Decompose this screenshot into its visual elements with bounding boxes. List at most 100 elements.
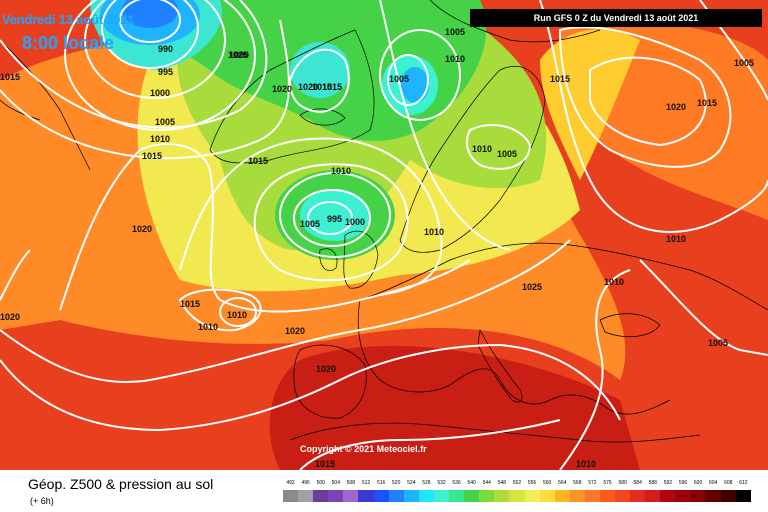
isobar-label: 1010 [227, 310, 247, 320]
isobar-label: 1010 [198, 322, 218, 332]
map-title: Géop. Z500 & pression au sol [28, 476, 214, 492]
color-scale-tick: 552 [512, 480, 522, 486]
isobar-1010-med [559, 269, 631, 470]
coast-north-america [0, 39, 91, 171]
isobar-label: 1010 [150, 134, 170, 144]
isobar-labels: 990 995 1000 1005 1010 1015 1020 1025 10… [0, 27, 754, 469]
isobar-label: 1000 [229, 50, 249, 60]
geopotential-map: 990 995 1000 1005 1010 1015 1020 1025 10… [0, 0, 768, 470]
field-deep-blue-low [122, 0, 178, 28]
isobar-low-azores-1010 [219, 297, 257, 327]
copyright-text: Copyright © 2021 Meteociel.fr [300, 444, 427, 454]
isobar-label: 1015 [315, 459, 335, 469]
isobar-label: 1005 [300, 219, 320, 229]
isobar-label: 1020 [285, 326, 305, 336]
color-scale-cell [298, 490, 314, 502]
color-scale-cell [690, 490, 706, 502]
isobar-label: 1015 [0, 72, 20, 82]
run-info-banner: Run GFS 0 Z du Vendredi 13 août 2021 [470, 9, 762, 27]
isobar-label: 1025 [228, 50, 248, 60]
color-scale-cell [554, 490, 570, 502]
coast-europe [357, 242, 768, 415]
color-scale-tick: 580 [618, 480, 627, 486]
isobar-scand-1010 [379, 29, 461, 121]
color-scale-cell [479, 490, 495, 502]
isobar-1020-atlantic [59, 143, 471, 313]
coast-arctic [429, 0, 601, 43]
isobar-1020-south [0, 343, 621, 432]
color-scale-cell [464, 490, 480, 502]
isobar-label: 1010 [331, 166, 351, 176]
isobar-east-1010 [539, 0, 768, 233]
color-scale-cell [313, 490, 329, 502]
isobar-label: 1005 [497, 149, 517, 159]
isobar-1015-central [179, 137, 443, 296]
isobar-label: 1015 [697, 98, 717, 108]
color-scale-tick: 540 [467, 480, 476, 486]
isobar-label: 1005 [734, 58, 754, 68]
isobar-scand-1015 [379, 0, 511, 251]
color-scale-cell [343, 490, 359, 502]
field-dark-red-south [269, 345, 640, 470]
isobar-west-1020 [0, 249, 31, 301]
isobar-label: 1025 [522, 282, 542, 292]
isobar-1015-south [299, 419, 561, 470]
isobar-label: 1015 [550, 74, 570, 84]
color-scale-tick: 512 [361, 480, 371, 486]
isobar-label: 1010 [576, 459, 596, 469]
color-scale-tick: 524 [407, 480, 416, 486]
color-scale-cell [373, 490, 389, 502]
color-scale-tick: 596 [678, 480, 688, 486]
forecast-date: Vendredi 13 août 2021 [2, 12, 135, 27]
isobar-label: 1020 [272, 84, 292, 94]
forecast-local-time: 8:00 locale [22, 33, 115, 53]
color-scale-tick: 612 [739, 480, 748, 486]
isobar-label: 1000 [150, 88, 170, 98]
color-scale-tick: 584 [633, 480, 642, 486]
isobar-low-north-995 [101, 0, 199, 69]
color-scale-ticks: 492 496 500 504 508 512 516 520 524 528 532 536 540 5… [283, 480, 751, 490]
color-scale-cell [449, 490, 465, 502]
color-scale-cell [569, 490, 585, 502]
color-scale-cell [720, 490, 736, 502]
isobar-label: 1020 [132, 224, 152, 234]
color-scale-cell [524, 490, 540, 502]
color-scale-cell [328, 490, 344, 502]
color-scale-bar [283, 490, 751, 502]
color-scale-cell [539, 490, 555, 502]
isobar-label: 1015 [142, 151, 162, 161]
isobar-east-1015 [558, 26, 732, 168]
isobar-low-north-1015 [0, 19, 290, 160]
isobar-russia-1005 [466, 124, 532, 170]
isobar-low-north-1010 [0, 0, 268, 129]
isobar-low-uk-1010 [253, 163, 409, 282]
color-scale-tick: 572 [588, 480, 597, 486]
isobar-low-uk-1000 [293, 189, 371, 247]
forecast-offset: (+ 6h) [30, 496, 54, 506]
color-scale-cell [433, 490, 450, 502]
coast-uk [343, 230, 379, 289]
coast-iceland [299, 108, 346, 126]
color-scale-tick: 576 [603, 480, 612, 486]
isobar-low-scand-1005 [387, 54, 429, 106]
isobar-label: 995 [327, 214, 342, 224]
color-scale-cell [630, 490, 646, 502]
color-scale-tick: 548 [497, 480, 507, 486]
color-scale: 492 496 500 504 508 512 516 520 524 528 532 536 540 5… [283, 480, 751, 510]
isobar-label: 1005 [708, 338, 728, 348]
isobar-1015-azores [178, 288, 262, 332]
color-scale-tick: 532 [437, 480, 446, 486]
color-scale-tick: 528 [422, 480, 431, 486]
color-scale-cell [509, 490, 525, 502]
isobar-label: 1005 [445, 27, 465, 37]
color-scale-tick: 600 [693, 480, 703, 486]
color-scale-cell [388, 490, 404, 502]
isobar-label: 995 [158, 67, 173, 77]
color-scale-cell [358, 490, 374, 502]
color-scale-cell [494, 490, 510, 502]
color-scale-cell [675, 490, 691, 502]
isobar-label: 1005 [389, 74, 409, 84]
color-scale-tick: 500 [316, 480, 325, 486]
color-scale-cell [735, 490, 751, 502]
coast-iberia [293, 344, 367, 419]
